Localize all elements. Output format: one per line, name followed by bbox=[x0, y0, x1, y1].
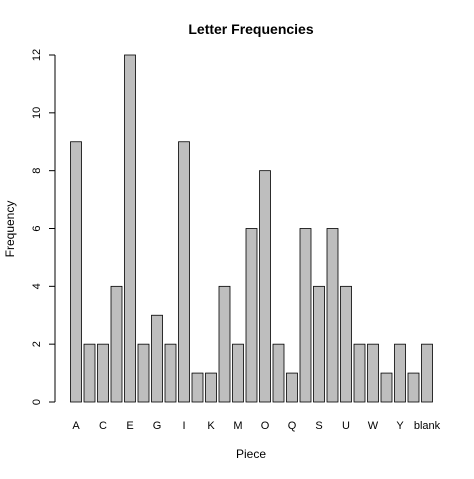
bar-G bbox=[151, 314, 163, 403]
x-tick-label: A bbox=[72, 420, 80, 432]
bar-K bbox=[205, 372, 217, 403]
y-tick-label: 4 bbox=[31, 283, 43, 289]
bar-P bbox=[272, 343, 285, 403]
bar-N bbox=[245, 228, 258, 403]
y-axis: 0 2 4 6 8 10 12 bbox=[31, 49, 56, 405]
y-tick-label: 10 bbox=[31, 107, 43, 119]
y-tick-label: 0 bbox=[31, 399, 43, 405]
x-tick-label: U bbox=[342, 420, 350, 432]
bar-Z bbox=[407, 372, 420, 403]
x-tick-label: O bbox=[261, 420, 270, 432]
bar-blank bbox=[421, 343, 433, 403]
x-tick-label: M bbox=[233, 420, 242, 432]
bar-A bbox=[70, 141, 82, 403]
bar-D bbox=[110, 285, 123, 403]
bar-S bbox=[313, 285, 325, 403]
bar-Y bbox=[394, 343, 406, 403]
x-tick-label: I bbox=[182, 420, 185, 432]
bar-T bbox=[326, 228, 339, 403]
bar-E bbox=[124, 54, 136, 403]
bar-M bbox=[232, 343, 244, 403]
y-tick-label: 6 bbox=[31, 225, 43, 231]
bar-F bbox=[137, 343, 150, 403]
bar-C bbox=[97, 343, 109, 403]
x-tick-label: G bbox=[153, 420, 162, 432]
x-tick-label: blank bbox=[414, 420, 441, 432]
y-axis-label: Frequency bbox=[3, 201, 17, 258]
x-tick-label: E bbox=[126, 420, 133, 432]
bar-U bbox=[340, 285, 352, 403]
bar-R bbox=[299, 228, 312, 403]
bar-L bbox=[218, 285, 231, 403]
bar-Q bbox=[286, 372, 298, 403]
bar-H bbox=[164, 343, 177, 403]
bar-I bbox=[178, 141, 190, 403]
x-tick-label: Y bbox=[396, 420, 404, 432]
bar-X bbox=[380, 372, 393, 403]
x-tick-label: K bbox=[207, 420, 215, 432]
bar-B bbox=[83, 343, 96, 403]
x-tick-label: S bbox=[315, 420, 322, 432]
bars bbox=[70, 54, 433, 403]
chart-title: Letter Frequencies bbox=[188, 21, 313, 37]
x-tick-label: Q bbox=[288, 420, 297, 432]
y-tick-label: 2 bbox=[31, 341, 43, 347]
y-tick-label: 12 bbox=[31, 49, 43, 61]
x-tick-label: C bbox=[99, 420, 107, 432]
bar-W bbox=[367, 343, 379, 403]
x-tick-label: W bbox=[368, 420, 379, 432]
x-axis-label: Piece bbox=[236, 447, 266, 461]
bar-O bbox=[259, 170, 271, 403]
y-tick-label: 8 bbox=[31, 168, 43, 174]
bar-V bbox=[353, 343, 366, 403]
bar-J bbox=[191, 372, 204, 403]
